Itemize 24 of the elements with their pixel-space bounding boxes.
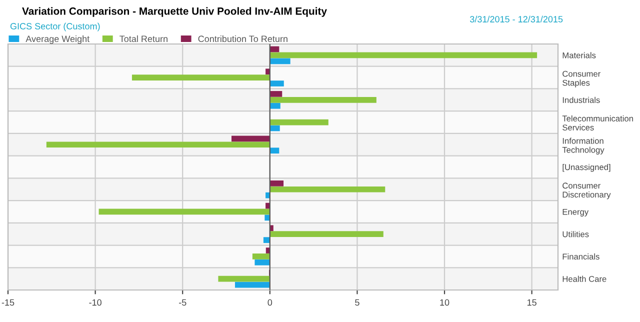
y-tick-label: Financials bbox=[562, 253, 600, 260]
x-tick-label: 10 bbox=[440, 299, 450, 306]
legend-label: Total Return bbox=[120, 35, 168, 42]
y-tick-label: Consumer Discretionary bbox=[562, 182, 611, 200]
y-tick-label: Telecommunication Services bbox=[562, 115, 633, 130]
x-tick-label: -5 bbox=[178, 299, 186, 306]
y-tick-label: Health Care bbox=[562, 276, 606, 282]
legend-title: GICS Sector (Custom) bbox=[10, 22, 100, 32]
x-tick-label: 0 bbox=[268, 299, 272, 306]
y-tick-label: Information Technology bbox=[562, 138, 604, 154]
y-tick-label: Energy bbox=[562, 209, 589, 216]
y-tick-label: Materials bbox=[562, 52, 596, 58]
y-tick-label: Consumer Staples bbox=[562, 70, 600, 88]
y-tick-label: Utilities bbox=[562, 231, 589, 238]
text: 3/31/2015 - 12/31/2015 bbox=[470, 16, 563, 22]
legend-label: Average Weight bbox=[26, 35, 90, 44]
x-tick-label: -10 bbox=[89, 299, 102, 306]
x-tick-label: 15 bbox=[527, 299, 536, 306]
x-tick-label: -15 bbox=[2, 299, 14, 306]
legend-label: Contribution To Return bbox=[198, 35, 288, 42]
y-tick-label: Industrials bbox=[562, 96, 600, 104]
y-tick-label: [Unassigned] bbox=[562, 164, 610, 172]
x-tick-label: 5 bbox=[355, 299, 360, 306]
chart-title: Variation Comparison - Marquette Univ Pooled Inv-AIM Equity bbox=[22, 7, 327, 17]
